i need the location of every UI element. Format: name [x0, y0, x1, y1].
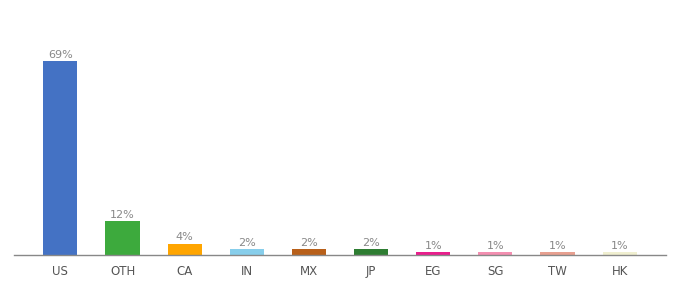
Bar: [105, 221, 139, 255]
Bar: [230, 249, 264, 255]
Bar: [541, 252, 575, 255]
Bar: [602, 252, 636, 255]
Text: 1%: 1%: [549, 241, 566, 250]
Text: 69%: 69%: [48, 50, 73, 60]
Bar: [292, 249, 326, 255]
Text: 2%: 2%: [238, 238, 256, 248]
Text: 1%: 1%: [611, 241, 628, 250]
Text: 12%: 12%: [110, 210, 135, 220]
Text: 4%: 4%: [175, 232, 194, 242]
Text: 1%: 1%: [487, 241, 504, 250]
Bar: [354, 249, 388, 255]
Text: 1%: 1%: [424, 241, 442, 250]
Bar: [167, 244, 202, 255]
Bar: [44, 61, 78, 255]
Bar: [478, 252, 513, 255]
Text: 2%: 2%: [362, 238, 380, 248]
Text: 2%: 2%: [300, 238, 318, 248]
Bar: [416, 252, 450, 255]
